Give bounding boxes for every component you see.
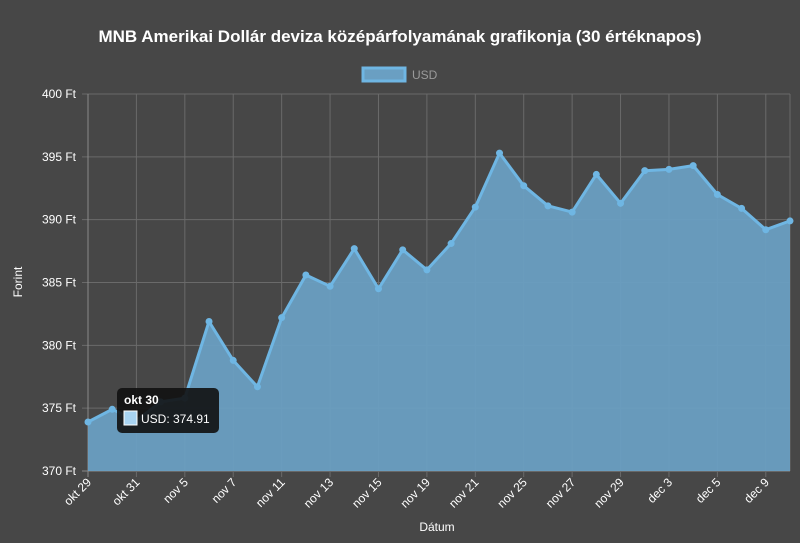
- data-point[interactable]: [84, 418, 92, 426]
- legend-label-usd: USD: [412, 68, 438, 82]
- data-point[interactable]: [738, 204, 746, 212]
- x-tick-label: nov 13: [301, 475, 337, 511]
- data-point[interactable]: [762, 226, 770, 234]
- x-tick-label: okt 29: [61, 475, 94, 508]
- y-tick-label: 385 Ft: [42, 276, 77, 290]
- chart-title: MNB Amerikai Dollár deviza középárfolyam…: [98, 27, 701, 46]
- x-axis-ticks: okt 29 okt 31 nov 5 nov 7 nov 11 nov 13 nov 15…: [61, 475, 772, 511]
- series-area-usd: [88, 153, 790, 471]
- data-point[interactable]: [302, 271, 310, 279]
- data-point[interactable]: [447, 240, 455, 248]
- y-tick-label: 390 Ft: [42, 213, 77, 227]
- series-line-usd: [87, 151, 791, 424]
- x-tick-label: dec 5: [693, 475, 724, 506]
- x-tick-label: nov 29: [591, 475, 627, 511]
- x-tick-label: nov 21: [446, 475, 482, 511]
- data-point[interactable]: [786, 217, 794, 225]
- y-tick-label: 380 Ft: [42, 338, 77, 352]
- data-point[interactable]: [617, 199, 625, 207]
- data-point[interactable]: [471, 203, 479, 211]
- x-tick-label: okt 31: [110, 475, 143, 508]
- data-point[interactable]: [641, 167, 649, 175]
- data-point[interactable]: [108, 405, 116, 413]
- data-point[interactable]: [423, 266, 431, 274]
- y-axis-ticks: 370 Ft 375 Ft 380 Ft 385 Ft 390 Ft 395 Ft 400 …: [42, 87, 77, 478]
- data-point[interactable]: [520, 182, 528, 190]
- x-tick-label: nov 27: [543, 475, 579, 511]
- data-point[interactable]: [350, 245, 358, 253]
- data-point[interactable]: [229, 356, 237, 364]
- data-point[interactable]: [326, 282, 334, 290]
- data-point[interactable]: [568, 208, 576, 216]
- legend-swatch-usd: [361, 66, 407, 83]
- x-axis-label: Dátum: [419, 520, 454, 534]
- data-point[interactable]: [253, 383, 261, 391]
- data-point[interactable]: [205, 317, 213, 325]
- x-tick-label: dec 9: [741, 475, 772, 506]
- data-point[interactable]: [544, 202, 552, 210]
- y-tick-label: 400 Ft: [42, 87, 77, 101]
- tooltip-swatch: [123, 410, 138, 426]
- x-tick-label: dec 3: [644, 475, 675, 506]
- x-tick-label: nov 5: [160, 475, 191, 506]
- y-tick-label: 395 Ft: [42, 150, 77, 164]
- x-tick-label: nov 11: [253, 475, 288, 510]
- x-tick-label: nov 25: [494, 475, 530, 511]
- data-point[interactable]: [689, 162, 697, 170]
- tooltip-box: [117, 388, 219, 433]
- y-tick-label: 375 Ft: [42, 401, 77, 415]
- x-tick-label: nov 19: [398, 475, 434, 511]
- data-point[interactable]: [399, 246, 407, 254]
- x-tick-label: nov 15: [349, 475, 385, 511]
- data-point[interactable]: [713, 191, 721, 199]
- tooltip: okt 30 USD: 374.91: [117, 388, 219, 433]
- data-point[interactable]: [665, 165, 673, 173]
- legend[interactable]: USD: [361, 66, 438, 83]
- data-point[interactable]: [374, 285, 382, 293]
- x-tick-label: nov 7: [209, 475, 240, 506]
- y-axis-label: Forint: [11, 266, 25, 297]
- data-point[interactable]: [496, 149, 504, 157]
- data-point[interactable]: [592, 170, 600, 178]
- tooltip-title: okt 30: [124, 393, 159, 407]
- tooltip-value: USD: 374.91: [141, 412, 210, 426]
- data-point[interactable]: [278, 314, 286, 322]
- y-tick-label: 370 Ft: [42, 464, 77, 478]
